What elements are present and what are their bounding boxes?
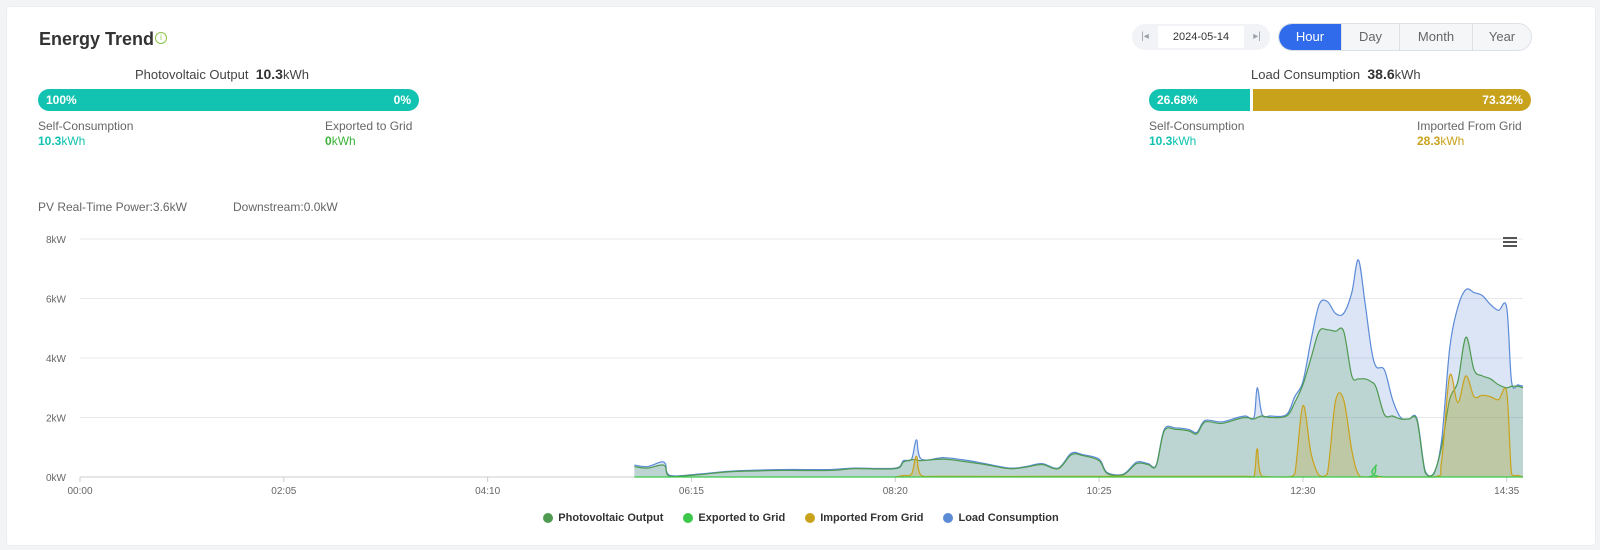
legend-item-exported-to-grid[interactable]: Exported to Grid xyxy=(683,512,785,524)
pv-ratio-bar: 100% 0% xyxy=(38,89,419,111)
legend-dot-icon xyxy=(943,513,954,523)
load-self-consumption-segment: 26.68% xyxy=(1149,89,1251,111)
load-left-label: Self-Consumption xyxy=(1149,119,1245,133)
page-title: Energy Trend xyxy=(39,29,155,49)
x-tick-label: 06:15 xyxy=(679,486,704,497)
x-tick-label: 08:20 xyxy=(883,486,908,497)
downstream-power: Downstream:0.0kW xyxy=(233,200,338,214)
legend-item-photovoltaic-output[interactable]: Photovoltaic Output xyxy=(543,512,663,524)
load-summary-title: Load Consumption xyxy=(1251,67,1361,82)
y-tick-label: 6kW xyxy=(46,295,67,306)
photovoltaic-output-line xyxy=(634,327,1524,478)
period-tabs: Hour Day Month Year xyxy=(1278,23,1532,51)
x-tick-label: 00:00 xyxy=(67,486,92,497)
tab-hour[interactable]: Hour xyxy=(1279,24,1341,50)
energy-trend-card: Energy Trend i |◂ ▸| Hour Day Month Year… xyxy=(6,6,1596,546)
pv-summary-heading: Photovoltaic Output 10.3kWh xyxy=(135,66,309,82)
x-tick-label: 10:25 xyxy=(1087,486,1112,497)
x-tick-label: 04:10 xyxy=(475,486,500,497)
info-circle-icon[interactable]: i xyxy=(155,32,167,44)
tab-day[interactable]: Day xyxy=(1341,24,1399,50)
pv-left-label: Self-Consumption xyxy=(38,119,134,133)
x-tick-label: 12:30 xyxy=(1290,486,1315,497)
legend-label: Exported to Grid xyxy=(698,512,786,524)
exported-to-grid-line xyxy=(634,464,1523,478)
chart-legend: Photovoltaic Output Exported to Grid Impor… xyxy=(7,512,1595,524)
pv-realtime-power: PV Real-Time Power:3.6kW xyxy=(38,200,187,214)
x-tick-label: 14:35 xyxy=(1494,486,1519,497)
pv-right-value: 0kWh xyxy=(325,134,356,148)
tab-year[interactable]: Year xyxy=(1472,24,1531,50)
load-ratio-bar: 26.68% 73.32% xyxy=(1149,89,1531,111)
pv-summary-title: Photovoltaic Output xyxy=(135,67,249,82)
load-imported-segment: 73.32% xyxy=(1253,89,1531,111)
legend-dot-icon xyxy=(543,513,554,523)
legend-label: Load Consumption xyxy=(958,512,1059,524)
energy-trend-chart[interactable]: 0kW 2kW 4kW 6kW 8kW 00:00 02:05 04:10 06:15 08:20… xyxy=(7,222,1595,507)
pv-right-label: Exported to Grid xyxy=(325,119,413,133)
load-right-value: 28.3kWh xyxy=(1417,134,1465,148)
load-right-label: Imported From Grid xyxy=(1417,119,1522,133)
pv-self-consumption-segment: 100% 0% xyxy=(38,89,419,111)
tab-month[interactable]: Month xyxy=(1399,24,1472,50)
legend-dot-icon xyxy=(805,513,816,523)
legend-dot-icon xyxy=(683,513,694,523)
photovoltaic-output-area xyxy=(634,327,1523,477)
date-picker: |◂ ▸| xyxy=(1132,24,1270,50)
pv-left-pct: 100% xyxy=(46,93,77,107)
legend-item-imported-from-grid[interactable]: Imported From Grid xyxy=(805,512,923,524)
legend-label: Imported From Grid xyxy=(820,512,924,524)
skip-back-icon[interactable]: |◂ xyxy=(1141,31,1149,42)
hamburger-menu-icon[interactable] xyxy=(1503,237,1517,249)
date-input[interactable] xyxy=(1158,26,1244,48)
y-tick-label: 8kW xyxy=(46,235,67,246)
y-tick-label: 4kW xyxy=(46,354,67,365)
load-left-value: 10.3kWh xyxy=(1149,134,1197,148)
legend-label: Photovoltaic Output xyxy=(558,512,664,524)
load-summary-unit: kWh xyxy=(1394,67,1421,82)
legend-item-load-consumption[interactable]: Load Consumption xyxy=(943,512,1059,524)
pv-summary-unit: kWh xyxy=(282,67,309,82)
y-tick-label: 2kW xyxy=(46,414,67,425)
y-tick-label: 0kW xyxy=(46,473,67,484)
load-consumption-area xyxy=(634,259,1523,477)
load-summary-value: 38.6 xyxy=(1367,66,1395,82)
skip-forward-icon[interactable]: ▸| xyxy=(1253,31,1261,42)
imported-from-grid-area xyxy=(895,374,1523,477)
pv-left-value: 10.3kWh xyxy=(38,134,86,148)
x-tick-label: 02:05 xyxy=(271,486,296,497)
pv-right-pct: 0% xyxy=(393,93,411,107)
pv-summary-value: 10.3 xyxy=(255,66,283,82)
load-summary-heading: Load Consumption 38.6kWh xyxy=(1251,66,1421,82)
